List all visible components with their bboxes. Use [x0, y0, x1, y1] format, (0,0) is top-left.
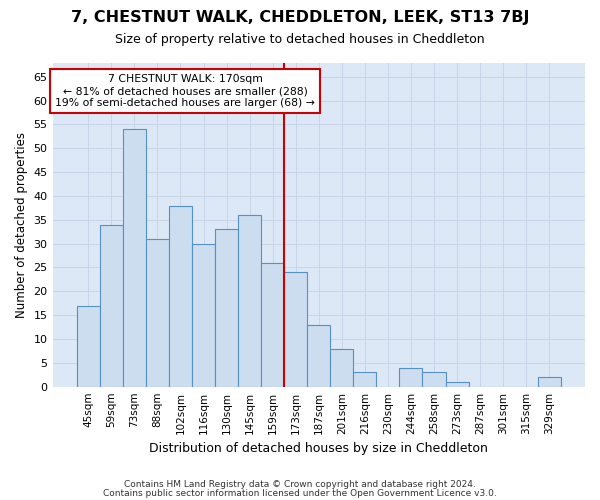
- Text: Contains HM Land Registry data © Crown copyright and database right 2024.: Contains HM Land Registry data © Crown c…: [124, 480, 476, 489]
- Bar: [353, 372, 376, 386]
- Bar: [422, 372, 446, 386]
- Bar: [330, 348, 353, 387]
- X-axis label: Distribution of detached houses by size in Cheddleton: Distribution of detached houses by size …: [149, 442, 488, 455]
- Text: Size of property relative to detached houses in Cheddleton: Size of property relative to detached ho…: [115, 32, 485, 46]
- Bar: [446, 382, 469, 386]
- Bar: [215, 230, 238, 386]
- Bar: [169, 206, 192, 386]
- Bar: [261, 262, 284, 386]
- Y-axis label: Number of detached properties: Number of detached properties: [15, 132, 28, 318]
- Bar: [100, 224, 123, 386]
- Bar: [146, 239, 169, 386]
- Text: Contains public sector information licensed under the Open Government Licence v3: Contains public sector information licen…: [103, 489, 497, 498]
- Bar: [238, 215, 261, 386]
- Text: 7, CHESTNUT WALK, CHEDDLETON, LEEK, ST13 7BJ: 7, CHESTNUT WALK, CHEDDLETON, LEEK, ST13…: [71, 10, 529, 25]
- Bar: [538, 377, 561, 386]
- Text: 7 CHESTNUT WALK: 170sqm
← 81% of detached houses are smaller (288)
19% of semi-d: 7 CHESTNUT WALK: 170sqm ← 81% of detache…: [55, 74, 315, 108]
- Bar: [307, 324, 330, 386]
- Bar: [192, 244, 215, 386]
- Bar: [77, 306, 100, 386]
- Bar: [123, 129, 146, 386]
- Bar: [400, 368, 422, 386]
- Bar: [284, 272, 307, 386]
